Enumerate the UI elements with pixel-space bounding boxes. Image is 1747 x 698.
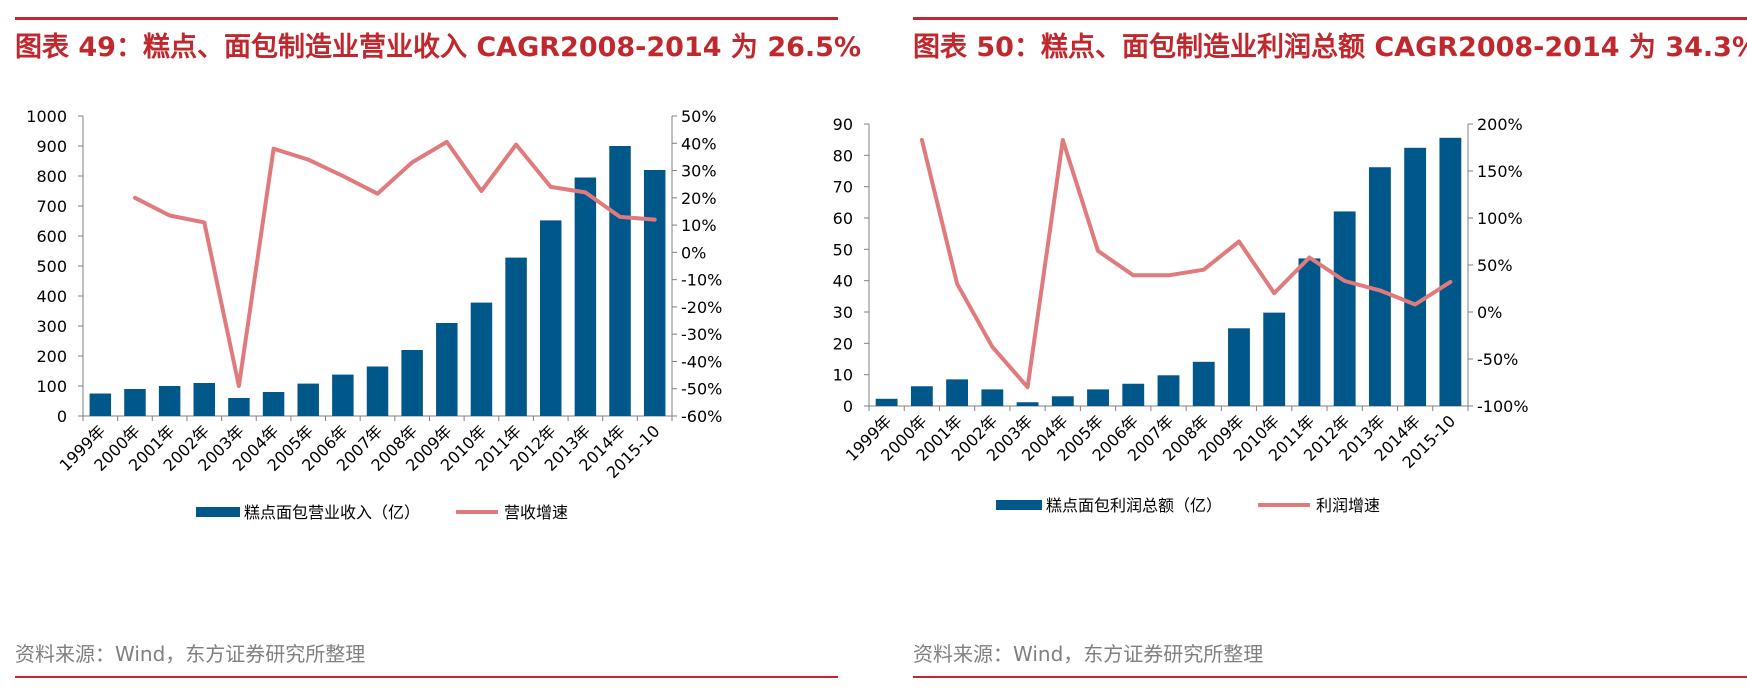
bar	[946, 379, 969, 406]
bar	[228, 398, 250, 416]
bar	[910, 386, 933, 406]
bar	[401, 350, 423, 416]
bar	[609, 146, 631, 416]
left-tick-label: 50	[833, 240, 853, 259]
right-tick-label: -60%	[681, 407, 722, 426]
chart-title: 图表 49：糕点、面包制造业营业收入 CAGR2008-2014 为 26.5%	[15, 32, 862, 63]
bar	[1051, 396, 1074, 406]
bar	[332, 374, 354, 416]
left-tick-label: 200	[36, 347, 67, 366]
bar	[1333, 211, 1356, 406]
left-tick-label: 90	[833, 115, 853, 134]
bar	[124, 389, 146, 416]
left-tick-label: 700	[36, 197, 67, 216]
bar	[1228, 328, 1250, 406]
bar	[436, 323, 458, 416]
bar	[505, 257, 527, 416]
right-tick-label: 50%	[1477, 256, 1513, 275]
legend-line-label: 利润增速	[1316, 496, 1380, 515]
chart-title: 图表 50：糕点、面包制造业利润总额 CAGR2008-2014 为 34.3%	[913, 32, 1747, 63]
right-tick-label: 40%	[681, 134, 717, 153]
right-tick-label: -10%	[681, 271, 722, 290]
bar	[1439, 137, 1462, 406]
left-tick-label: 20	[833, 334, 853, 353]
right-tick-label: 10%	[681, 216, 717, 235]
bar	[1368, 167, 1391, 406]
legend-bar-swatch	[996, 500, 1042, 510]
bar	[1087, 389, 1109, 406]
bottom-rule	[15, 676, 838, 678]
bar	[262, 392, 285, 416]
left-tick-label: 400	[36, 287, 67, 306]
bar	[1263, 312, 1286, 406]
chart-panel-49: 图表 49：糕点、面包制造业营业收入 CAGR2008-2014 为 26.5%…	[0, 0, 862, 698]
right-tick-label: -50%	[681, 380, 722, 399]
bar	[1298, 258, 1321, 406]
bar	[158, 386, 181, 416]
growth-line	[919, 138, 1453, 390]
left-tick-label: 0	[843, 397, 853, 416]
chart-panel-50: 图表 50：糕点、面包制造业利润总额 CAGR2008-2014 为 34.3%…	[833, 0, 1747, 698]
bar	[193, 383, 216, 416]
left-tick-label: 0	[57, 407, 67, 426]
right-tick-label: -40%	[681, 352, 722, 371]
bar	[1122, 383, 1145, 406]
right-tick-label: 200%	[1477, 115, 1523, 134]
bar	[470, 302, 493, 416]
left-tick-label: 1000	[26, 107, 67, 126]
right-tick-label: -20%	[681, 298, 722, 317]
legend-bar-label: 糕点面包营业收入（亿）	[244, 503, 420, 522]
right-tick-label: 20%	[681, 189, 717, 208]
bar	[539, 220, 562, 416]
bar	[981, 389, 1004, 406]
legend-line-label: 营收增速	[504, 503, 568, 522]
source-note: 资料来源：Wind，东方证券研究所整理	[15, 642, 366, 666]
left-tick-label: 800	[36, 167, 67, 186]
legend-bar-label: 糕点面包利润总额（亿）	[1046, 496, 1222, 515]
source-note: 资料来源：Wind，东方证券研究所整理	[913, 642, 1264, 666]
bottom-rule	[913, 676, 1747, 678]
chart-50: 0 10 20 30 40 50 60 70 80 90 -100% -50% 0% 50% 100% 150…	[833, 115, 1529, 515]
top-rule	[15, 17, 838, 20]
right-tick-label: 0%	[681, 243, 706, 262]
right-tick-label: 0%	[1477, 303, 1502, 322]
right-tick-label: -100%	[1477, 397, 1529, 416]
bar	[643, 170, 666, 416]
bar	[1404, 147, 1427, 406]
bar	[875, 398, 898, 406]
left-tick-label: 80	[833, 146, 853, 165]
bar	[1192, 361, 1215, 406]
bar	[366, 366, 389, 416]
growth-line	[133, 139, 657, 388]
bar	[89, 393, 112, 416]
left-tick-label: 600	[36, 227, 67, 246]
left-tick-label: 10	[833, 366, 853, 385]
bar	[574, 177, 597, 416]
right-tick-label: 30%	[681, 162, 717, 181]
left-tick-label: 70	[833, 178, 853, 197]
chart-49: 0 100 200 300 400 500 600 700 800 900 1000 -60% -50%…	[26, 107, 722, 522]
legend-bar-swatch	[196, 507, 240, 517]
right-tick-label: -50%	[1477, 350, 1518, 369]
right-tick-label: 50%	[681, 107, 717, 126]
top-rule	[913, 17, 1747, 20]
bar	[1016, 402, 1039, 406]
left-tick-label: 30	[833, 303, 853, 322]
left-tick-label: 60	[833, 209, 853, 228]
right-tick-label: -30%	[681, 325, 722, 344]
right-tick-label: 100%	[1477, 209, 1523, 228]
left-tick-label: 40	[833, 272, 853, 291]
bar	[1157, 375, 1180, 406]
left-tick-label: 300	[36, 317, 67, 336]
right-tick-label: 150%	[1477, 162, 1523, 181]
left-tick-label: 900	[36, 137, 67, 156]
left-tick-label: 100	[36, 377, 67, 396]
left-tick-label: 500	[36, 257, 67, 276]
bar	[297, 383, 319, 416]
